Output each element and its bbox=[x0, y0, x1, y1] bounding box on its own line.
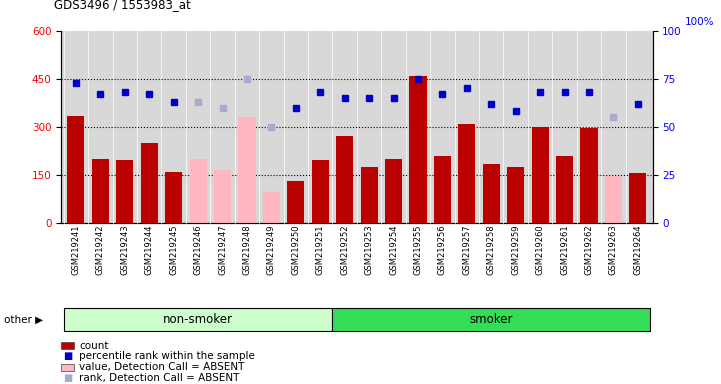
Bar bbox=[385, 159, 402, 223]
Text: GSM219253: GSM219253 bbox=[365, 224, 373, 275]
Text: ■: ■ bbox=[63, 351, 72, 361]
Bar bbox=[63, 308, 332, 331]
Bar bbox=[360, 167, 378, 223]
Bar bbox=[580, 128, 598, 223]
Bar bbox=[287, 181, 304, 223]
Text: GSM219261: GSM219261 bbox=[560, 224, 569, 275]
Bar bbox=[507, 167, 524, 223]
Text: GSM219251: GSM219251 bbox=[316, 224, 324, 275]
Text: GSM219259: GSM219259 bbox=[511, 224, 520, 275]
Bar bbox=[141, 143, 158, 223]
Text: value, Detection Call = ABSENT: value, Detection Call = ABSENT bbox=[79, 362, 244, 372]
Text: count: count bbox=[79, 341, 109, 351]
Bar bbox=[165, 172, 182, 223]
Bar bbox=[605, 176, 622, 223]
Bar bbox=[116, 161, 133, 223]
Text: GSM219242: GSM219242 bbox=[96, 224, 105, 275]
Text: GSM219247: GSM219247 bbox=[218, 224, 227, 275]
Bar bbox=[311, 161, 329, 223]
Text: GSM219255: GSM219255 bbox=[413, 224, 423, 275]
Text: GSM219246: GSM219246 bbox=[194, 224, 203, 275]
Text: GSM219252: GSM219252 bbox=[340, 224, 349, 275]
Bar bbox=[67, 116, 84, 223]
Bar bbox=[410, 76, 427, 223]
Text: other ▶: other ▶ bbox=[4, 314, 43, 325]
Bar bbox=[483, 164, 500, 223]
Bar bbox=[556, 156, 573, 223]
Text: non-smoker: non-smoker bbox=[163, 313, 233, 326]
Text: 100%: 100% bbox=[685, 17, 715, 27]
Text: GSM219245: GSM219245 bbox=[169, 224, 178, 275]
Bar bbox=[332, 308, 650, 331]
Bar bbox=[629, 173, 647, 223]
Text: GSM219243: GSM219243 bbox=[120, 224, 129, 275]
Text: GSM219248: GSM219248 bbox=[242, 224, 252, 275]
Bar bbox=[190, 159, 207, 223]
Text: GDS3496 / 1553983_at: GDS3496 / 1553983_at bbox=[54, 0, 191, 12]
Text: GSM219249: GSM219249 bbox=[267, 224, 276, 275]
Bar bbox=[336, 136, 353, 223]
Text: rank, Detection Call = ABSENT: rank, Detection Call = ABSENT bbox=[79, 373, 239, 383]
Text: smoker: smoker bbox=[469, 313, 513, 326]
Text: GSM219260: GSM219260 bbox=[536, 224, 544, 275]
Text: GSM219250: GSM219250 bbox=[291, 224, 301, 275]
Text: GSM219264: GSM219264 bbox=[633, 224, 642, 275]
Text: GSM219254: GSM219254 bbox=[389, 224, 398, 275]
Text: GSM219256: GSM219256 bbox=[438, 224, 447, 275]
Text: GSM219262: GSM219262 bbox=[585, 224, 593, 275]
Text: GSM219257: GSM219257 bbox=[462, 224, 472, 275]
Text: percentile rank within the sample: percentile rank within the sample bbox=[79, 351, 255, 361]
Bar bbox=[459, 124, 475, 223]
Text: ■: ■ bbox=[63, 373, 72, 383]
Text: GSM219258: GSM219258 bbox=[487, 224, 496, 275]
Bar bbox=[434, 156, 451, 223]
Bar bbox=[214, 170, 231, 223]
Bar bbox=[239, 117, 255, 223]
Text: GSM219241: GSM219241 bbox=[71, 224, 81, 275]
Bar bbox=[531, 127, 549, 223]
Bar bbox=[263, 192, 280, 223]
Text: GSM219244: GSM219244 bbox=[145, 224, 154, 275]
Bar bbox=[92, 159, 109, 223]
Text: GSM219263: GSM219263 bbox=[609, 224, 618, 275]
